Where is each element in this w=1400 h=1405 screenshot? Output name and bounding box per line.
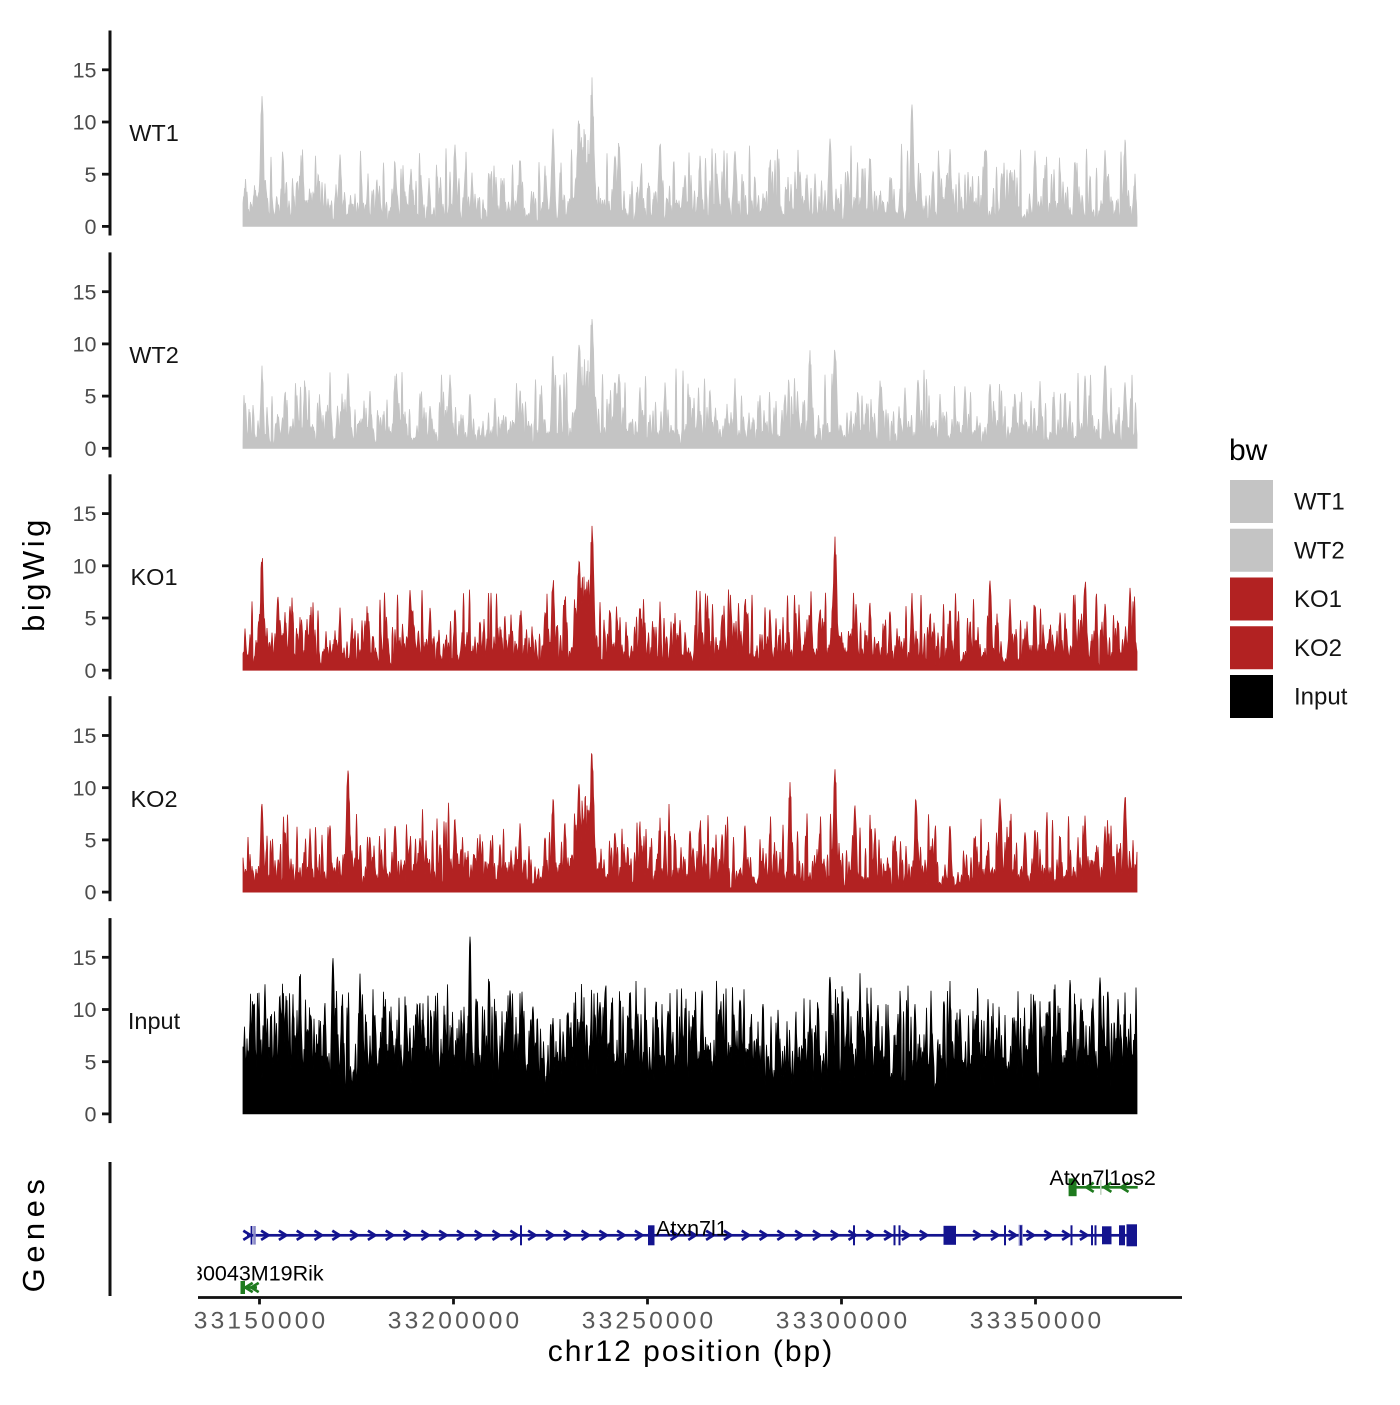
- svg-text:10: 10: [73, 776, 97, 800]
- svg-text:WT2: WT2: [1294, 538, 1345, 565]
- svg-text:bigWig: bigWig: [16, 516, 51, 632]
- svg-text:5: 5: [85, 385, 97, 409]
- svg-text:15: 15: [73, 724, 97, 748]
- svg-text:5: 5: [85, 1050, 97, 1074]
- svg-text:10: 10: [73, 111, 97, 135]
- svg-text:KO2: KO2: [130, 786, 177, 812]
- svg-text:33200000: 33200000: [388, 1308, 523, 1335]
- svg-text:33250000: 33250000: [582, 1308, 717, 1335]
- svg-text:15: 15: [73, 946, 97, 970]
- svg-text:5: 5: [85, 163, 97, 187]
- svg-text:bw: bw: [1229, 434, 1268, 467]
- svg-text:5: 5: [85, 829, 97, 853]
- svg-text:Input: Input: [1294, 684, 1348, 711]
- svg-text:KO2: KO2: [1294, 635, 1342, 662]
- svg-text:33350000: 33350000: [970, 1308, 1105, 1335]
- svg-text:KO1: KO1: [1294, 586, 1342, 613]
- svg-text:chr12 position (bp): chr12 position (bp): [548, 1335, 834, 1368]
- svg-text:0: 0: [85, 215, 97, 239]
- svg-text:15: 15: [73, 280, 97, 304]
- svg-text:Genes: Genes: [16, 1174, 51, 1293]
- svg-text:5: 5: [85, 607, 97, 631]
- svg-text:WT1: WT1: [129, 120, 179, 146]
- svg-text:Input: Input: [128, 1008, 181, 1034]
- svg-text:0: 0: [85, 881, 97, 905]
- svg-text:KO1: KO1: [130, 564, 177, 590]
- svg-text:33150000: 33150000: [194, 1308, 329, 1335]
- svg-text:0: 0: [85, 437, 97, 461]
- svg-text:Atxn7l1os2: Atxn7l1os2: [1050, 1166, 1156, 1190]
- svg-text:WT2: WT2: [129, 342, 179, 368]
- svg-text:10: 10: [73, 554, 97, 578]
- svg-text:33300000: 33300000: [776, 1308, 911, 1335]
- svg-text:WT1: WT1: [1294, 489, 1345, 516]
- svg-text:0: 0: [85, 659, 97, 683]
- svg-text:15: 15: [73, 502, 97, 526]
- svg-text:15: 15: [73, 58, 97, 82]
- svg-text:Atxn7l1: Atxn7l1: [656, 1217, 728, 1241]
- svg-text:10: 10: [73, 998, 97, 1022]
- svg-text:10: 10: [73, 333, 97, 357]
- svg-text:30043M19Rik: 30043M19Rik: [191, 1261, 324, 1285]
- svg-text:0: 0: [85, 1103, 97, 1127]
